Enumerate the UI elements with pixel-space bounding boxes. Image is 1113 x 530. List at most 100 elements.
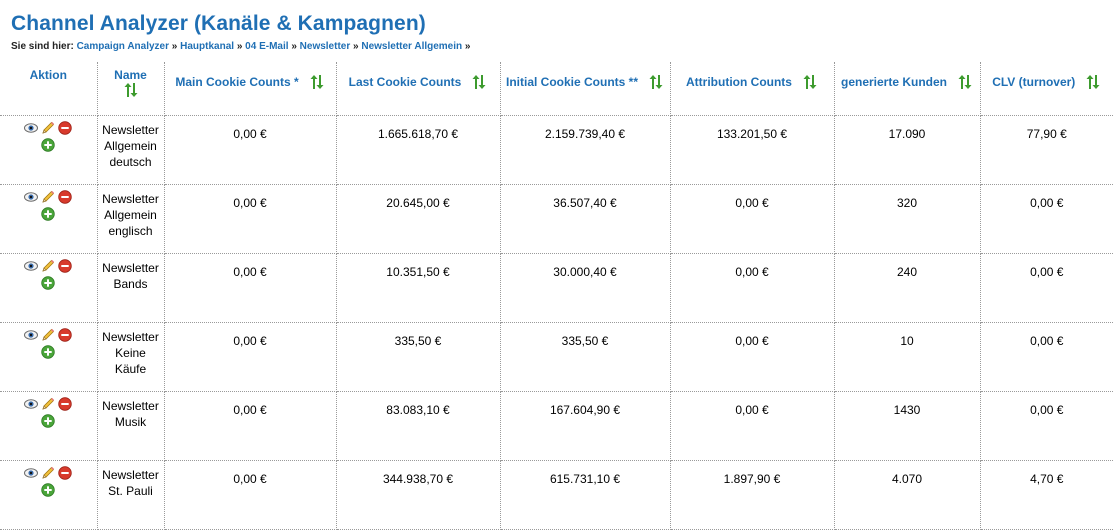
clv-cell: 0,00 €: [980, 185, 1113, 254]
main-cookie-value: 0,00 €: [165, 323, 336, 348]
header-last-cookie-label[interactable]: Last Cookie Counts: [349, 75, 462, 89]
attribution-value: 0,00 €: [671, 254, 834, 279]
main-cookie-value: 0,00 €: [165, 185, 336, 210]
name-cell: Newsletter St. Pauli: [97, 461, 164, 530]
header-name-label[interactable]: Name: [114, 68, 147, 82]
main-cookie-cell: 0,00 €: [164, 116, 336, 185]
header-kunden[interactable]: generierte Kunden: [834, 62, 980, 116]
pencil-icon[interactable]: [41, 466, 55, 480]
actions-cell: [0, 461, 97, 530]
plus-circle-icon[interactable]: [41, 138, 55, 152]
header-clv-label[interactable]: CLV (turnover): [992, 75, 1075, 89]
clv-cell: 0,00 €: [980, 254, 1113, 323]
eye-icon[interactable]: [24, 121, 38, 135]
minus-circle-icon[interactable]: [58, 190, 72, 204]
breadcrumb-link-hauptkanal[interactable]: Hauptkanal: [180, 41, 234, 52]
header-last-cookie[interactable]: Last Cookie Counts: [336, 62, 500, 116]
plus-circle-icon[interactable]: [41, 414, 55, 428]
sort-arrows-icon[interactable]: [471, 74, 487, 90]
minus-circle-icon[interactable]: [58, 259, 72, 273]
name-cell: Newsletter Allgemein deutsch: [97, 116, 164, 185]
breadcrumb-link-campaign-analyzer[interactable]: Campaign Analyzer: [77, 41, 169, 52]
table-row: Newsletter Allgemein deutsch 0,00 € 1.66…: [0, 116, 1113, 185]
attribution-value: 1.897,90 €: [671, 461, 834, 486]
header-main-cookie-label[interactable]: Main Cookie Counts *: [175, 75, 298, 89]
clv-cell: 0,00 €: [980, 323, 1113, 392]
header-main-cookie[interactable]: Main Cookie Counts *: [164, 62, 336, 116]
breadcrumb-link-newsletter-allgemein[interactable]: Newsletter Allgemein: [361, 41, 462, 52]
breadcrumb: Sie sind hier: Campaign Analyzer » Haupt…: [11, 40, 1113, 56]
plus-circle-icon[interactable]: [41, 207, 55, 221]
main-cookie-value: 0,00 €: [165, 116, 336, 141]
name-cell: Newsletter Bands: [97, 254, 164, 323]
eye-icon[interactable]: [24, 259, 38, 273]
last-cookie-cell: 20.645,00 €: [336, 185, 500, 254]
clv-value: 77,90 €: [981, 116, 1113, 141]
header-kunden-label[interactable]: generierte Kunden: [841, 75, 947, 89]
eye-icon[interactable]: [24, 397, 38, 411]
kunden-value: 1430: [835, 392, 980, 417]
row-name: Newsletter Allgemein englisch: [98, 191, 164, 239]
attribution-value: 0,00 €: [671, 392, 834, 417]
header-name[interactable]: Name: [97, 62, 164, 116]
row-name: Newsletter Keine Käufe: [98, 329, 164, 377]
last-cookie-cell: 83.083,10 €: [336, 392, 500, 461]
attribution-cell: 0,00 €: [670, 254, 834, 323]
main-cookie-cell: 0,00 €: [164, 461, 336, 530]
breadcrumb-link-email[interactable]: 04 E-Mail: [245, 41, 288, 52]
attribution-cell: 0,00 €: [670, 392, 834, 461]
eye-icon[interactable]: [24, 190, 38, 204]
initial-cookie-value: 167.604,90 €: [501, 392, 670, 417]
sort-arrows-icon[interactable]: [309, 74, 325, 90]
last-cookie-value: 335,50 €: [337, 323, 500, 348]
minus-circle-icon[interactable]: [58, 397, 72, 411]
main-cookie-value: 0,00 €: [165, 392, 336, 417]
kunden-cell: 10: [834, 323, 980, 392]
table-row: Newsletter Keine Käufe 0,00 € 335,50 € 3…: [0, 323, 1113, 392]
pencil-icon[interactable]: [41, 259, 55, 273]
pencil-icon[interactable]: [41, 397, 55, 411]
eye-icon[interactable]: [24, 466, 38, 480]
header-attribution[interactable]: Attribution Counts: [670, 62, 834, 116]
last-cookie-cell: 1.665.618,70 €: [336, 116, 500, 185]
header-clv[interactable]: CLV (turnover): [980, 62, 1113, 116]
last-cookie-value: 83.083,10 €: [337, 392, 500, 417]
table-header-row: Aktion Name Main Cookie Counts * Last Co…: [0, 62, 1113, 116]
eye-icon[interactable]: [24, 328, 38, 342]
initial-cookie-value: 36.507,40 €: [501, 185, 670, 210]
minus-circle-icon[interactable]: [58, 328, 72, 342]
plus-circle-icon[interactable]: [41, 345, 55, 359]
sort-arrows-icon[interactable]: [802, 74, 818, 90]
plus-circle-icon[interactable]: [41, 276, 55, 290]
last-cookie-value: 20.645,00 €: [337, 185, 500, 210]
header-initial-cookie-label[interactable]: Initial Cookie Counts **: [506, 75, 638, 89]
clv-value: 0,00 €: [981, 392, 1113, 417]
initial-cookie-cell: 335,50 €: [500, 323, 670, 392]
name-cell: Newsletter Allgemein englisch: [97, 185, 164, 254]
breadcrumb-separator: »: [237, 41, 243, 52]
header-initial-cookie[interactable]: Initial Cookie Counts **: [500, 62, 670, 116]
actions-cell: [0, 323, 97, 392]
sort-arrows-icon[interactable]: [123, 82, 139, 98]
pencil-icon[interactable]: [41, 121, 55, 135]
initial-cookie-cell: 2.159.739,40 €: [500, 116, 670, 185]
header-attribution-label[interactable]: Attribution Counts: [686, 75, 792, 89]
actions-cell: [0, 392, 97, 461]
pencil-icon[interactable]: [41, 328, 55, 342]
initial-cookie-value: 30.000,40 €: [501, 254, 670, 279]
minus-circle-icon[interactable]: [58, 466, 72, 480]
sort-arrows-icon[interactable]: [1085, 74, 1101, 90]
sort-arrows-icon[interactable]: [957, 74, 973, 90]
kunden-cell: 17.090: [834, 116, 980, 185]
initial-cookie-cell: 167.604,90 €: [500, 392, 670, 461]
header-aktion: Aktion: [0, 62, 97, 116]
breadcrumb-link-newsletter[interactable]: Newsletter: [300, 41, 351, 52]
pencil-icon[interactable]: [41, 190, 55, 204]
initial-cookie-value: 615.731,10 €: [501, 461, 670, 486]
kunden-cell: 1430: [834, 392, 980, 461]
attribution-cell: 133.201,50 €: [670, 116, 834, 185]
sort-arrows-icon[interactable]: [648, 74, 664, 90]
initial-cookie-cell: 36.507,40 €: [500, 185, 670, 254]
plus-circle-icon[interactable]: [41, 483, 55, 497]
minus-circle-icon[interactable]: [58, 121, 72, 135]
